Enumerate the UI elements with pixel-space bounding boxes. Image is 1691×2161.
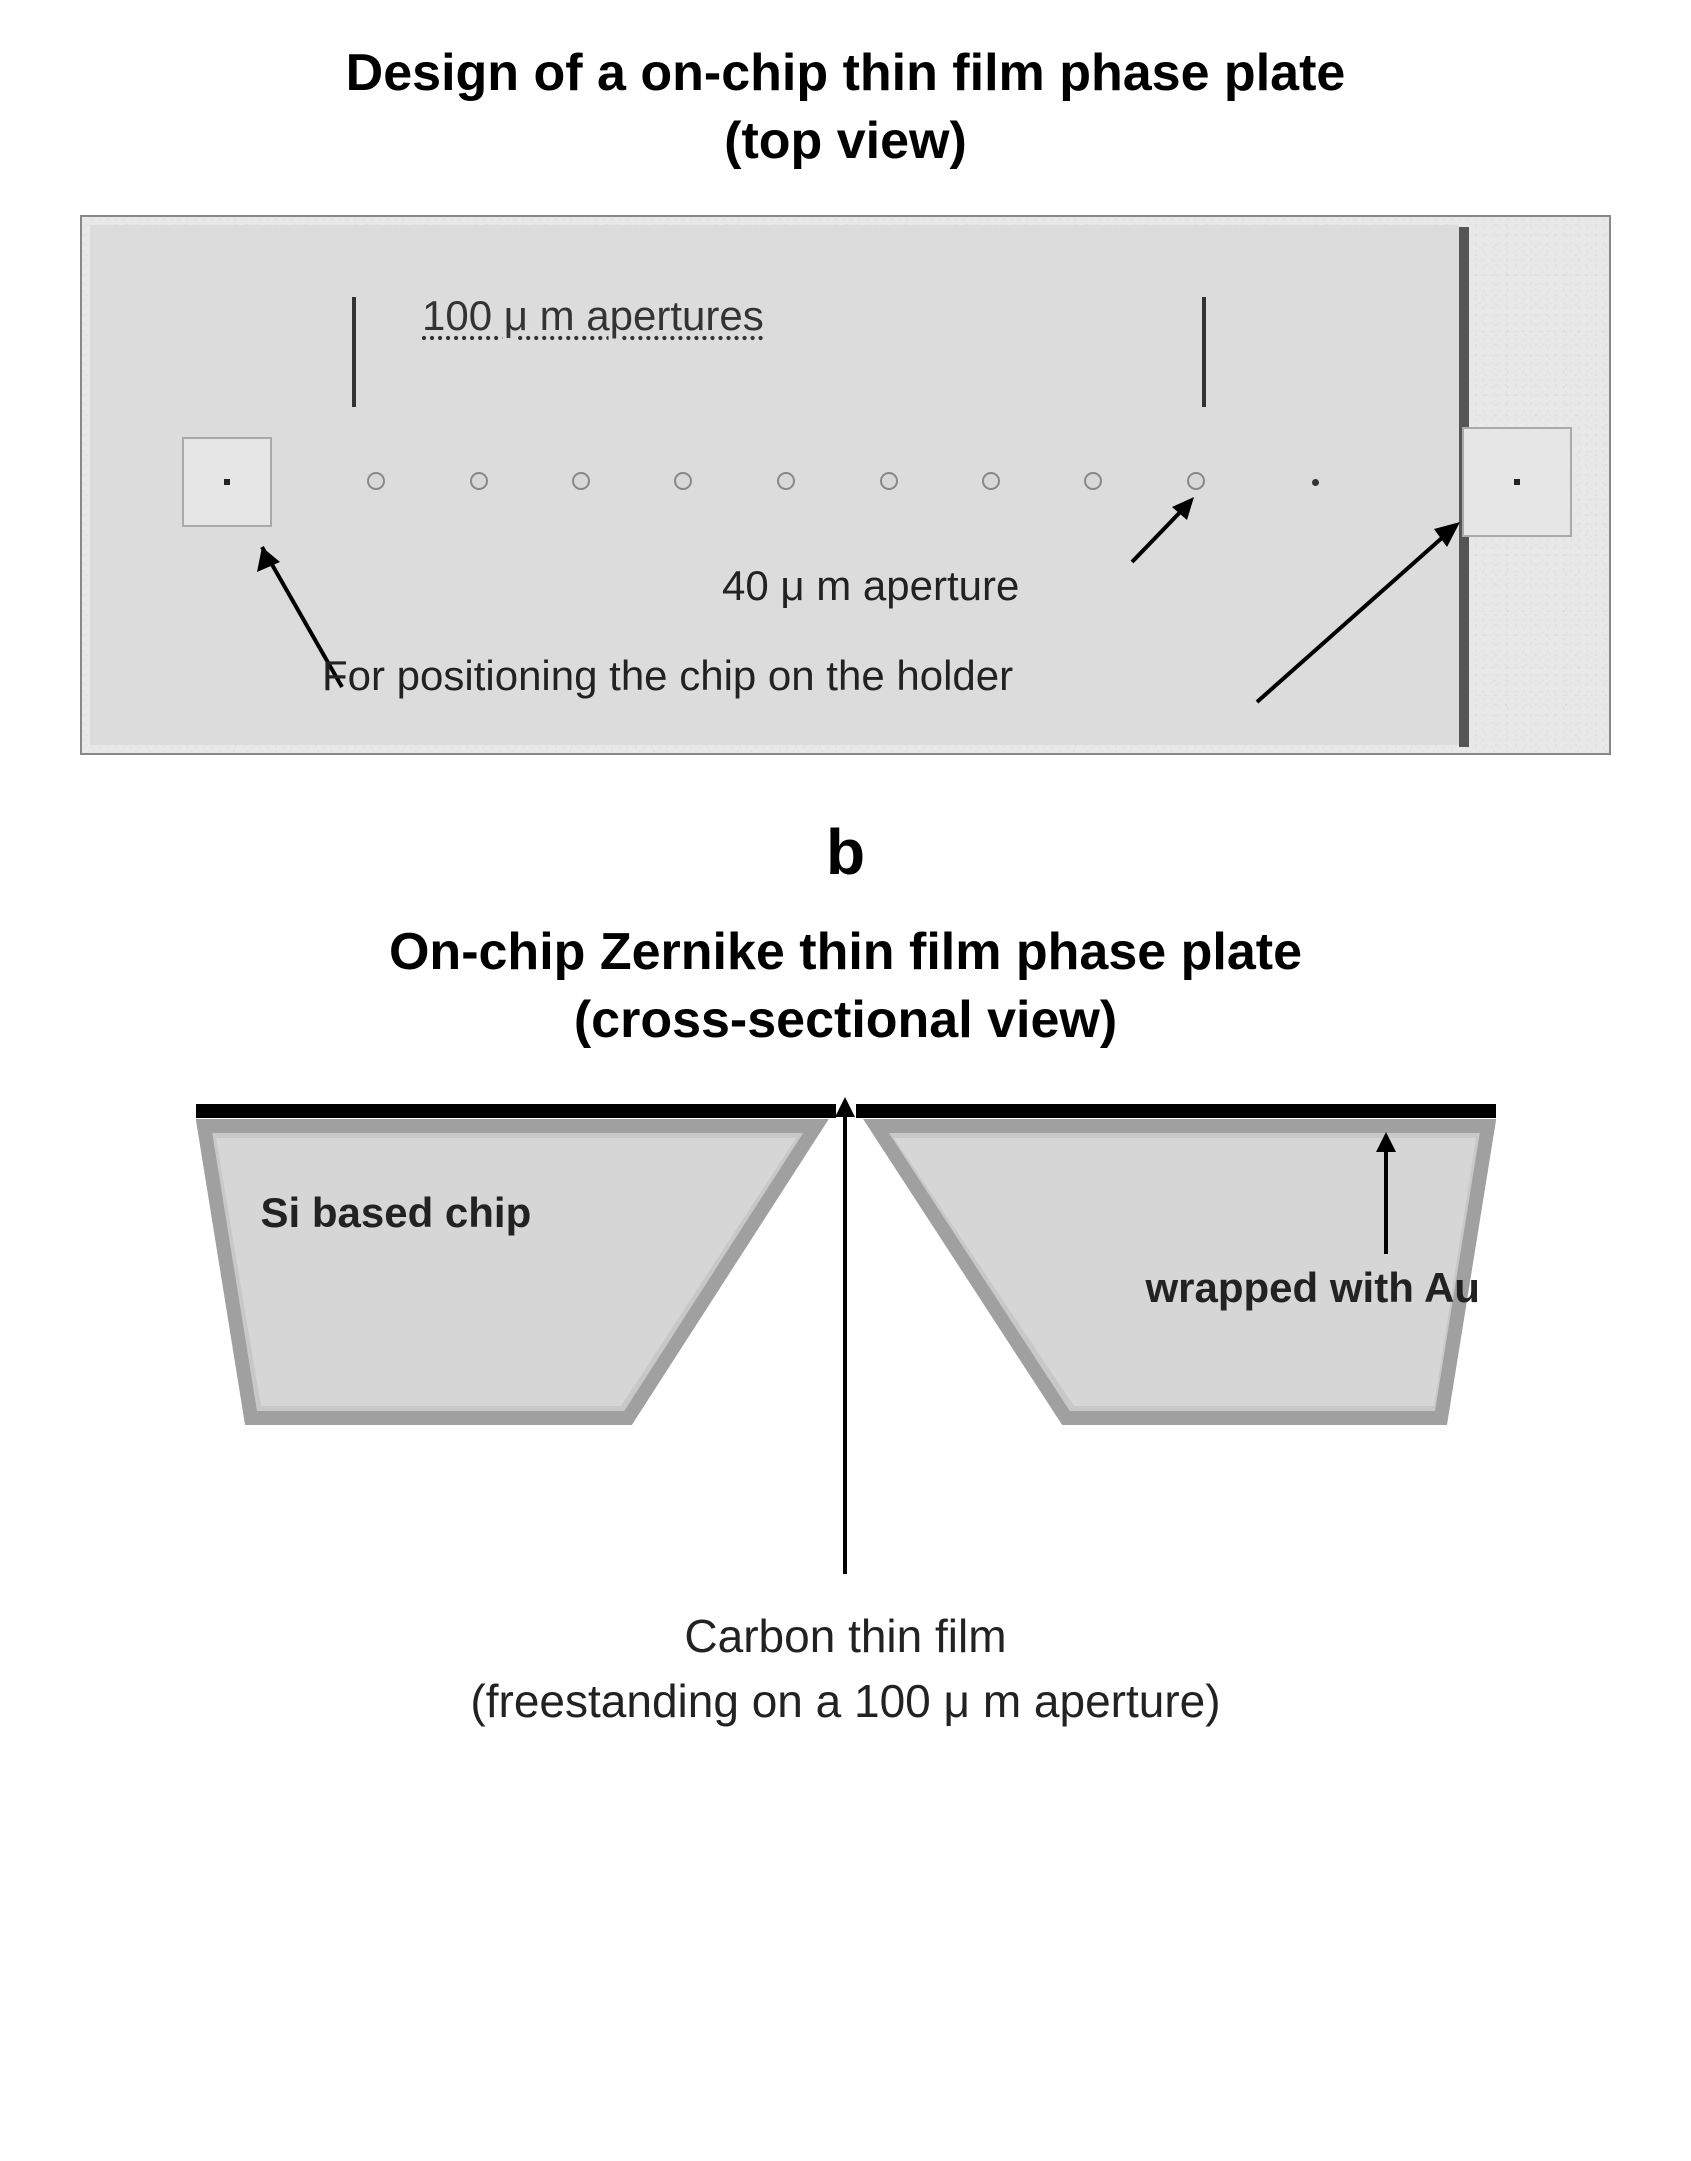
aperture-100um [470, 472, 488, 490]
carbon-label-line1: Carbon thin film [684, 1610, 1006, 1662]
aperture-row [82, 472, 1609, 492]
title-b-line2: (cross-sectional view) [574, 991, 1117, 1049]
carbon-film-label: Carbon thin film (freestanding on a 100 … [80, 1604, 1611, 1733]
dim-tick-right [1202, 297, 1206, 407]
carbon-film-left [196, 1104, 836, 1118]
dim-tick-left [352, 297, 356, 407]
title-a-line2: (top view) [724, 112, 967, 170]
aperture-100um [982, 472, 1000, 490]
figure-container: Design of a on-chip thin film phase plat… [0, 0, 1691, 1773]
carbon-film-right [856, 1104, 1496, 1118]
bottom-title: On-chip Zernike thin film phase plate (c… [80, 919, 1611, 1054]
cross-section-diagram: Si based chip wrapped with Au [196, 1104, 1496, 1474]
au-wrap-label: wrapped with Au [1146, 1264, 1480, 1312]
title-b-line1: On-chip Zernike thin film phase plate [389, 923, 1302, 981]
label-40um-aperture: 40 μ m aperture [722, 562, 1019, 610]
aperture-100um [1084, 472, 1102, 490]
si-chip-label: Si based chip [261, 1189, 532, 1237]
aperture-100um [572, 472, 590, 490]
positioning-square-left [182, 437, 272, 527]
section-b-marker: b [80, 815, 1611, 889]
aperture-100um [1187, 472, 1205, 490]
positioning-square-right [1462, 427, 1572, 537]
si-trap-left [196, 1118, 836, 1448]
aperture-40um [1312, 479, 1319, 486]
carbon-label-line2: (freestanding on a 100 μ m aperture) [470, 1675, 1220, 1727]
aperture-100um [674, 472, 692, 490]
top-view-diagram: 100 μ m apertures [80, 215, 1611, 755]
aperture-100um [777, 472, 795, 490]
title-a-line1: Design of a on-chip thin film phase plat… [346, 44, 1346, 102]
aperture-100um [367, 472, 385, 490]
aperture-100um [880, 472, 898, 490]
top-title: Design of a on-chip thin film phase plat… [80, 40, 1611, 175]
dim-label-100um: 100 μ m apertures [422, 292, 764, 340]
label-positioning: For positioning the chip on the holder [322, 652, 1013, 700]
